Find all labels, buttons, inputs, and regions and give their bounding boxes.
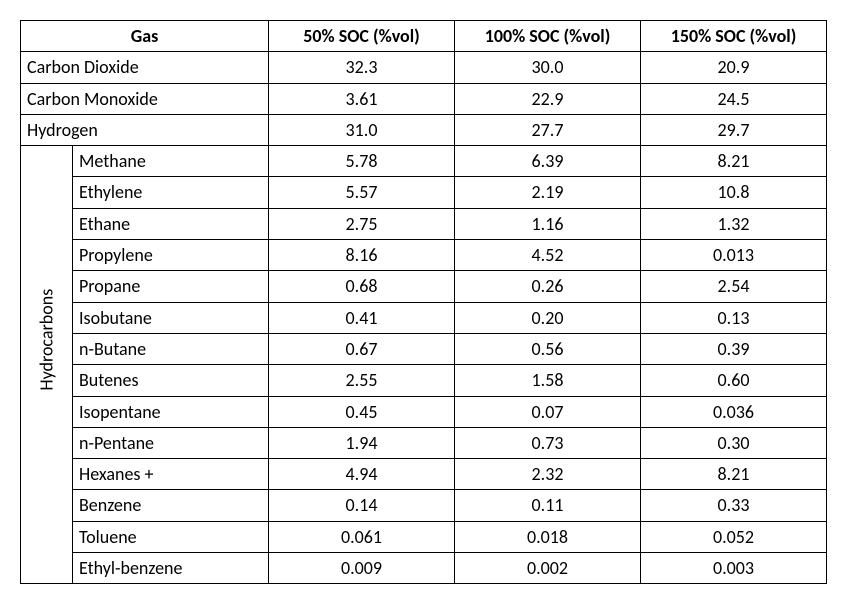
val-100: 22.9	[455, 83, 641, 114]
val-100: 0.26	[455, 271, 641, 302]
table-row: Hydrogen31.027.729.7	[21, 114, 827, 145]
val-100: 2.19	[455, 177, 641, 208]
table-row: n-Pentane1.940.730.30	[21, 427, 827, 458]
gas-name: Ethyl-benzene	[73, 553, 269, 584]
val-100: 27.7	[455, 114, 641, 145]
val-100: 0.73	[455, 427, 641, 458]
col-header-gas: Gas	[21, 21, 269, 52]
table-row: Hexanes +4.942.328.21	[21, 459, 827, 490]
val-100: 0.07	[455, 396, 641, 427]
val-150: 8.21	[641, 459, 827, 490]
gas-name: Ethane	[73, 208, 269, 239]
val-100: 2.32	[455, 459, 641, 490]
table-row: n-Butane0.670.560.39	[21, 333, 827, 364]
val-50: 2.75	[269, 208, 455, 239]
val-150: 2.54	[641, 271, 827, 302]
val-100: 0.11	[455, 490, 641, 521]
val-50: 0.68	[269, 271, 455, 302]
gas-name: Ethylene	[73, 177, 269, 208]
val-150: 24.5	[641, 83, 827, 114]
val-50: 5.78	[269, 146, 455, 177]
gas-name: Propane	[73, 271, 269, 302]
val-50: 0.45	[269, 396, 455, 427]
gas-name: n-Pentane	[73, 427, 269, 458]
table-row: Toluene0.0610.0180.052	[21, 521, 827, 552]
val-150: 0.60	[641, 365, 827, 396]
table-body: Carbon Dioxide32.330.020.9Carbon Monoxid…	[21, 52, 827, 584]
val-100: 30.0	[455, 52, 641, 83]
val-50: 32.3	[269, 52, 455, 83]
gas-name: Butenes	[73, 365, 269, 396]
val-150: 0.036	[641, 396, 827, 427]
table-row: Propane0.680.262.54	[21, 271, 827, 302]
table-row: Ethane2.751.161.32	[21, 208, 827, 239]
table-row: Ethylene5.572.1910.8	[21, 177, 827, 208]
table-row: Carbon Dioxide32.330.020.9	[21, 52, 827, 83]
val-100: 0.018	[455, 521, 641, 552]
val-50: 31.0	[269, 114, 455, 145]
val-100: 4.52	[455, 240, 641, 271]
val-50: 0.41	[269, 302, 455, 333]
gas-name: Carbon Dioxide	[21, 52, 269, 83]
val-50: 0.061	[269, 521, 455, 552]
table-row: Benzene0.140.110.33	[21, 490, 827, 521]
table-row: Ethyl-benzene0.0090.0020.003	[21, 553, 827, 584]
val-100: 0.56	[455, 333, 641, 364]
table-row: Isobutane0.410.200.13	[21, 302, 827, 333]
val-150: 10.8	[641, 177, 827, 208]
gas-name: Toluene	[73, 521, 269, 552]
table-row: Carbon Monoxide3.6122.924.5	[21, 83, 827, 114]
val-150: 0.30	[641, 427, 827, 458]
gas-name: Isopentane	[73, 396, 269, 427]
val-150: 0.052	[641, 521, 827, 552]
val-150: 0.33	[641, 490, 827, 521]
table-row: Propylene8.164.520.013	[21, 240, 827, 271]
val-50: 5.57	[269, 177, 455, 208]
val-150: 8.21	[641, 146, 827, 177]
val-150: 29.7	[641, 114, 827, 145]
val-50: 4.94	[269, 459, 455, 490]
gas-name: Hydrogen	[21, 114, 269, 145]
val-100: 1.16	[455, 208, 641, 239]
gas-name: Propylene	[73, 240, 269, 271]
table-row: Butenes2.551.580.60	[21, 365, 827, 396]
table-row: Isopentane0.450.070.036	[21, 396, 827, 427]
gas-name: Carbon Monoxide	[21, 83, 269, 114]
gas-composition-table: Gas 50% SOC (%vol) 100% SOC (%vol) 150% …	[20, 20, 827, 584]
val-100: 1.58	[455, 365, 641, 396]
val-50: 0.009	[269, 553, 455, 584]
val-150: 0.003	[641, 553, 827, 584]
val-150: 0.13	[641, 302, 827, 333]
val-50: 2.55	[269, 365, 455, 396]
col-header-100: 100% SOC (%vol)	[455, 21, 641, 52]
table-row: HydrocarbonsMethane5.786.398.21	[21, 146, 827, 177]
val-50: 0.67	[269, 333, 455, 364]
val-50: 8.16	[269, 240, 455, 271]
gas-name: Benzene	[73, 490, 269, 521]
col-header-50: 50% SOC (%vol)	[269, 21, 455, 52]
col-header-150: 150% SOC (%vol)	[641, 21, 827, 52]
hydrocarbons-group-label: Hydrocarbons	[21, 146, 73, 584]
gas-name: Methane	[73, 146, 269, 177]
val-50: 0.14	[269, 490, 455, 521]
val-50: 3.61	[269, 83, 455, 114]
val-100: 0.20	[455, 302, 641, 333]
val-100: 6.39	[455, 146, 641, 177]
gas-name: Isobutane	[73, 302, 269, 333]
val-50: 1.94	[269, 427, 455, 458]
table-header-row: Gas 50% SOC (%vol) 100% SOC (%vol) 150% …	[21, 21, 827, 52]
val-150: 0.013	[641, 240, 827, 271]
val-150: 20.9	[641, 52, 827, 83]
val-100: 0.002	[455, 553, 641, 584]
val-150: 0.39	[641, 333, 827, 364]
val-150: 1.32	[641, 208, 827, 239]
gas-name: n-Butane	[73, 333, 269, 364]
gas-name: Hexanes +	[73, 459, 269, 490]
